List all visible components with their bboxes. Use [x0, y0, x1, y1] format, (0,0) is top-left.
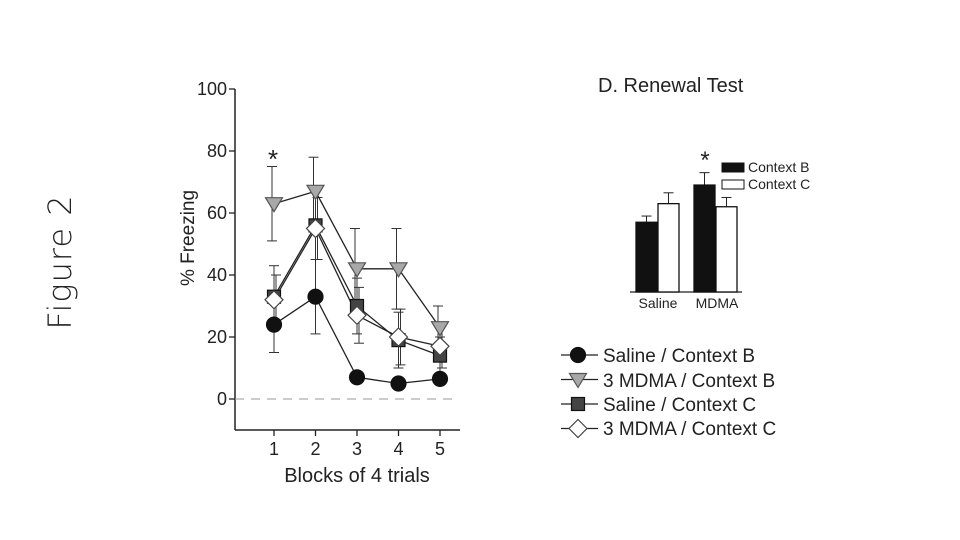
bar-c0-s1	[657, 202, 680, 293]
legend-marker-2	[570, 396, 586, 412]
point-s0-p2	[348, 369, 366, 386]
x-tick-label-4: 5	[435, 439, 445, 459]
point-s3-p1	[305, 218, 326, 239]
x-tick-label-0: 1	[269, 439, 279, 459]
line-legend-label-2: 3 MDMA / Context B	[603, 371, 775, 392]
bar-chart-title: D. Renewal Test	[598, 75, 744, 97]
point-s0-p0	[265, 316, 283, 333]
line-legend-label-1: Saline / Context B	[603, 346, 755, 367]
line-legend-label-3: Saline / Context C	[603, 395, 756, 416]
line-chart-xlabel: Blocks of 4 trials	[284, 465, 430, 487]
point-s3-p0	[264, 289, 284, 310]
point-s1-p2	[347, 262, 367, 278]
legend-marker-3	[568, 418, 588, 439]
line-chart-ylabel: % Freezing	[178, 190, 199, 286]
point-s1-p3	[388, 262, 409, 278]
bar-legend-label-context-c: Context C	[748, 176, 810, 192]
line-chart-significance-star: *	[268, 144, 278, 174]
legend-marker-1	[568, 372, 588, 389]
point-s0-p4	[431, 370, 449, 387]
bar-legend-swatch-1	[721, 179, 745, 190]
point-s1-p4	[430, 321, 450, 337]
y-tick-label-2: 40	[207, 265, 227, 285]
legend-marker-0	[569, 346, 587, 364]
line-legend-label-4: 3 MDMA / Context C	[603, 419, 776, 440]
y-tick-label-1: 20	[207, 327, 227, 347]
bar-c1-s0	[693, 184, 716, 293]
point-s3-p2	[347, 305, 367, 326]
bar-legend-label-context-b: Context B	[748, 159, 809, 175]
bar-chart-significance-star: *	[700, 147, 709, 174]
y-tick-label-3: 60	[207, 203, 227, 223]
y-tick-label-4: 80	[207, 141, 227, 161]
bar-category-label-saline: Saline	[639, 295, 678, 311]
point-s1-p1	[305, 184, 326, 201]
point-s0-p1	[307, 288, 324, 305]
x-tick-label-2: 3	[352, 439, 362, 459]
y-tick-label-0: 0	[217, 389, 227, 409]
point-s3-p3	[388, 327, 409, 347]
bar-legend-swatch-0	[721, 162, 745, 173]
bar-c1-s1	[715, 206, 738, 293]
point-s3-p4	[430, 336, 450, 357]
x-tick-label-1: 2	[310, 439, 320, 459]
bar-c0-s0	[635, 221, 658, 293]
y-tick-label-5: 100	[197, 79, 227, 99]
bar-category-label-mdma: MDMA	[696, 295, 739, 311]
point-s1-p0	[264, 197, 284, 213]
x-tick-label-3: 4	[393, 439, 403, 459]
point-s0-p3	[390, 375, 407, 392]
